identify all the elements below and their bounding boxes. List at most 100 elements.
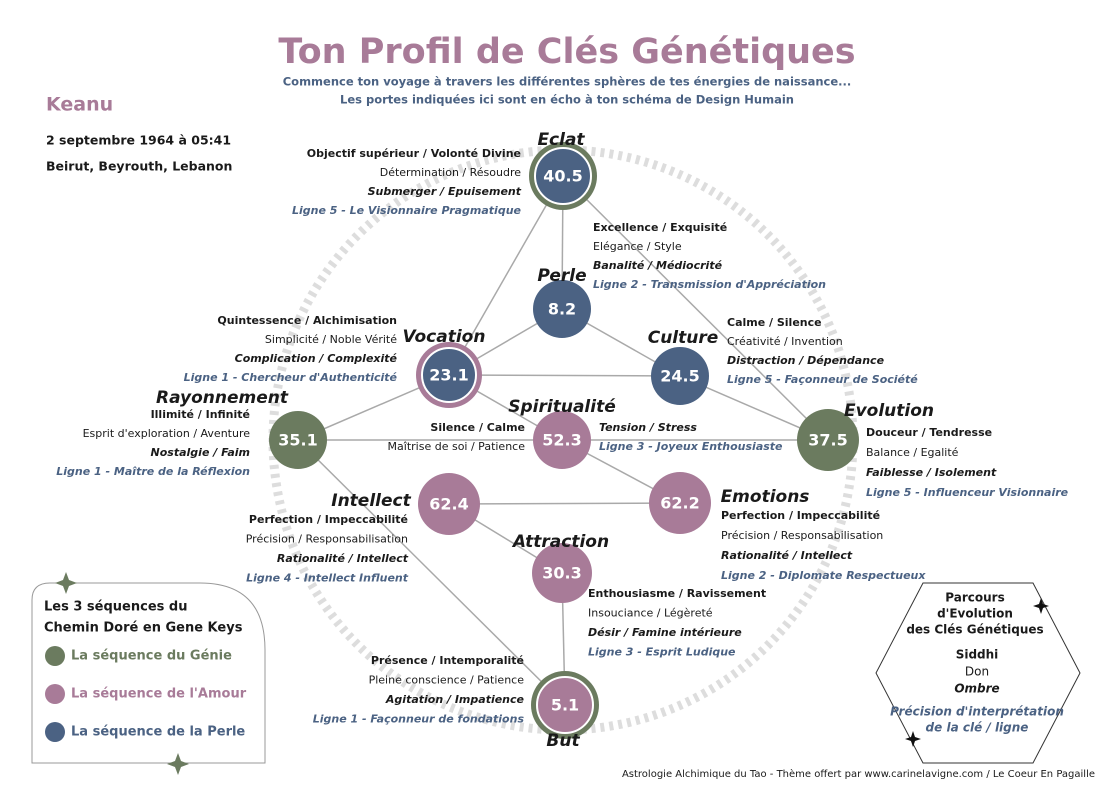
node-line: Distraction / Dépendance xyxy=(727,354,885,367)
node-key: 23.1 xyxy=(429,366,468,385)
legend-box xyxy=(31,582,266,764)
node-line: Banalité / Médiocrité xyxy=(593,259,723,272)
connection xyxy=(448,374,681,377)
legend-label: La séquence de l'Amour xyxy=(71,687,247,702)
node-line: Objectif supérieur / Volonté Divine xyxy=(307,147,521,160)
legend-dot xyxy=(45,646,65,666)
node xyxy=(418,473,480,535)
node xyxy=(534,147,592,205)
guide-note: Précision d'interprétation xyxy=(890,705,1064,719)
guide-title: Parcours xyxy=(945,591,1004,605)
node-name: Perle xyxy=(537,266,586,286)
birth: 2 septembre 1964 à 05:41 xyxy=(46,133,231,148)
node-line: Ligne 1 - Chercheur d'Authenticité xyxy=(184,371,398,384)
node-line: Détermination / Résoudre xyxy=(380,166,522,179)
node-line: Rationalité / Intellect xyxy=(721,549,853,562)
node-key: 62.4 xyxy=(429,495,468,514)
node-name: Attraction xyxy=(511,532,609,552)
node-line: Agitation / Impatience xyxy=(385,693,525,706)
node-line: Tension / Stress xyxy=(599,421,697,434)
node xyxy=(421,347,477,403)
node-line: Excellence / Exquisité xyxy=(593,221,727,234)
node-key: 52.3 xyxy=(542,431,581,450)
star xyxy=(1033,598,1049,614)
node-line: Perfection / Impeccabilité xyxy=(249,513,408,526)
node-line: Ligne 2 - Diplomate Respectueux xyxy=(721,569,926,582)
node-key: 8.2 xyxy=(548,300,576,319)
node-line: Silence / Calme xyxy=(430,421,525,434)
subtitle: Commence ton voyage à travers les différ… xyxy=(283,75,852,89)
title: Ton Profil de Clés Génétiques xyxy=(278,32,855,72)
place: Beirut, Beyrouth, Lebanon xyxy=(46,159,232,174)
node-line: Ligne 3 - Esprit Ludique xyxy=(588,646,736,659)
guide-box xyxy=(875,582,1081,764)
guide-gift: Don xyxy=(965,665,989,679)
node-line: Ligne 4 - Intellect Influent xyxy=(246,572,409,585)
node-line: Douceur / Tendresse xyxy=(866,426,992,439)
legend-label: La séquence de la Perle xyxy=(71,725,245,740)
node-name: Culture xyxy=(648,328,719,348)
legend-dot xyxy=(45,722,65,742)
node-line: Ligne 1 - Maître de la Réflexion xyxy=(56,465,250,478)
node-name: Intellect xyxy=(331,491,411,511)
node xyxy=(533,411,591,469)
node-line: Insouciance / Légèreté xyxy=(588,607,713,620)
node-key: 24.5 xyxy=(660,367,699,386)
person-name: Keanu xyxy=(46,94,113,116)
node-line: Rationalité / Intellect xyxy=(277,552,409,565)
node-name: Evolution xyxy=(844,401,934,421)
connection xyxy=(562,175,829,441)
node-line: Ligne 3 - Joyeux Enthousiaste xyxy=(599,440,783,453)
node-line: Illimité / Infinité xyxy=(151,408,250,421)
node-name: Spiritualité xyxy=(508,397,616,417)
node-line: Faiblesse / Isolement xyxy=(866,466,997,479)
connection xyxy=(297,439,566,706)
node-line: Précision / Responsabilisation xyxy=(721,529,883,542)
node-line: Ligne 5 - Influenceur Visionnaire xyxy=(866,486,1069,499)
node-line: Enthousiasme / Ravissement xyxy=(588,587,766,600)
legend-title: Chemin Doré en Gene Keys xyxy=(44,621,243,636)
node-line: Complication / Complexité xyxy=(235,352,398,365)
node-line: Simplicité / Noble Vérité xyxy=(265,333,397,346)
node-key: 37.5 xyxy=(808,431,847,450)
guide-note: de la clé / ligne xyxy=(926,721,1029,735)
connection xyxy=(448,175,564,376)
node-line: Perfection / Impeccabilité xyxy=(721,509,880,522)
node-line: Elégance / Style xyxy=(593,240,682,253)
node xyxy=(532,543,592,603)
subtitle: Les portes indiquées ici sont en écho à … xyxy=(340,93,794,107)
node-key: 62.2 xyxy=(660,494,699,513)
node-line: Ligne 1 - Façonneur de fondations xyxy=(313,713,525,726)
node-key: 30.3 xyxy=(542,564,581,583)
node-line: Créativité / Invention xyxy=(727,335,843,348)
star xyxy=(905,731,921,747)
guide-title: d'Evolution xyxy=(937,607,1013,621)
guide-siddhi: Siddhi xyxy=(956,648,999,662)
node-line: Désir / Famine intérieure xyxy=(588,626,742,639)
node-line: Maîtrise de soi / Patience xyxy=(388,440,526,453)
legend-dot xyxy=(45,684,65,704)
node xyxy=(533,280,591,338)
footer: Astrologie Alchimique du Tao - Thème off… xyxy=(622,768,1095,780)
node-line: Quintessence / Alchimisation xyxy=(217,314,397,327)
node xyxy=(649,472,711,534)
star xyxy=(167,753,189,775)
node-line: Précision / Responsabilisation xyxy=(246,533,408,546)
node xyxy=(651,347,709,405)
guide-title: des Clés Génétiques xyxy=(906,623,1043,637)
node-line: Calme / Silence xyxy=(727,316,822,329)
node-name: Eclat xyxy=(537,130,585,150)
node-line: Ligne 2 - Transmission d'Appréciation xyxy=(593,278,826,291)
node-key: 5.1 xyxy=(551,696,579,715)
node-name: Emotions xyxy=(721,487,810,507)
node-line: Nostalgie / Faim xyxy=(151,446,250,459)
node xyxy=(269,411,327,469)
node-line: Esprit d'exploration / Aventure xyxy=(83,427,251,440)
node-line: Présence / Intemporalité xyxy=(371,654,524,667)
guide-shadow: Ombre xyxy=(954,682,999,696)
node-name: Rayonnement xyxy=(156,388,289,408)
node-line: Ligne 5 - Façonneur de Société xyxy=(727,373,918,386)
legend-title: Les 3 séquences du xyxy=(44,600,187,615)
legend-label: La séquence du Génie xyxy=(71,649,232,664)
